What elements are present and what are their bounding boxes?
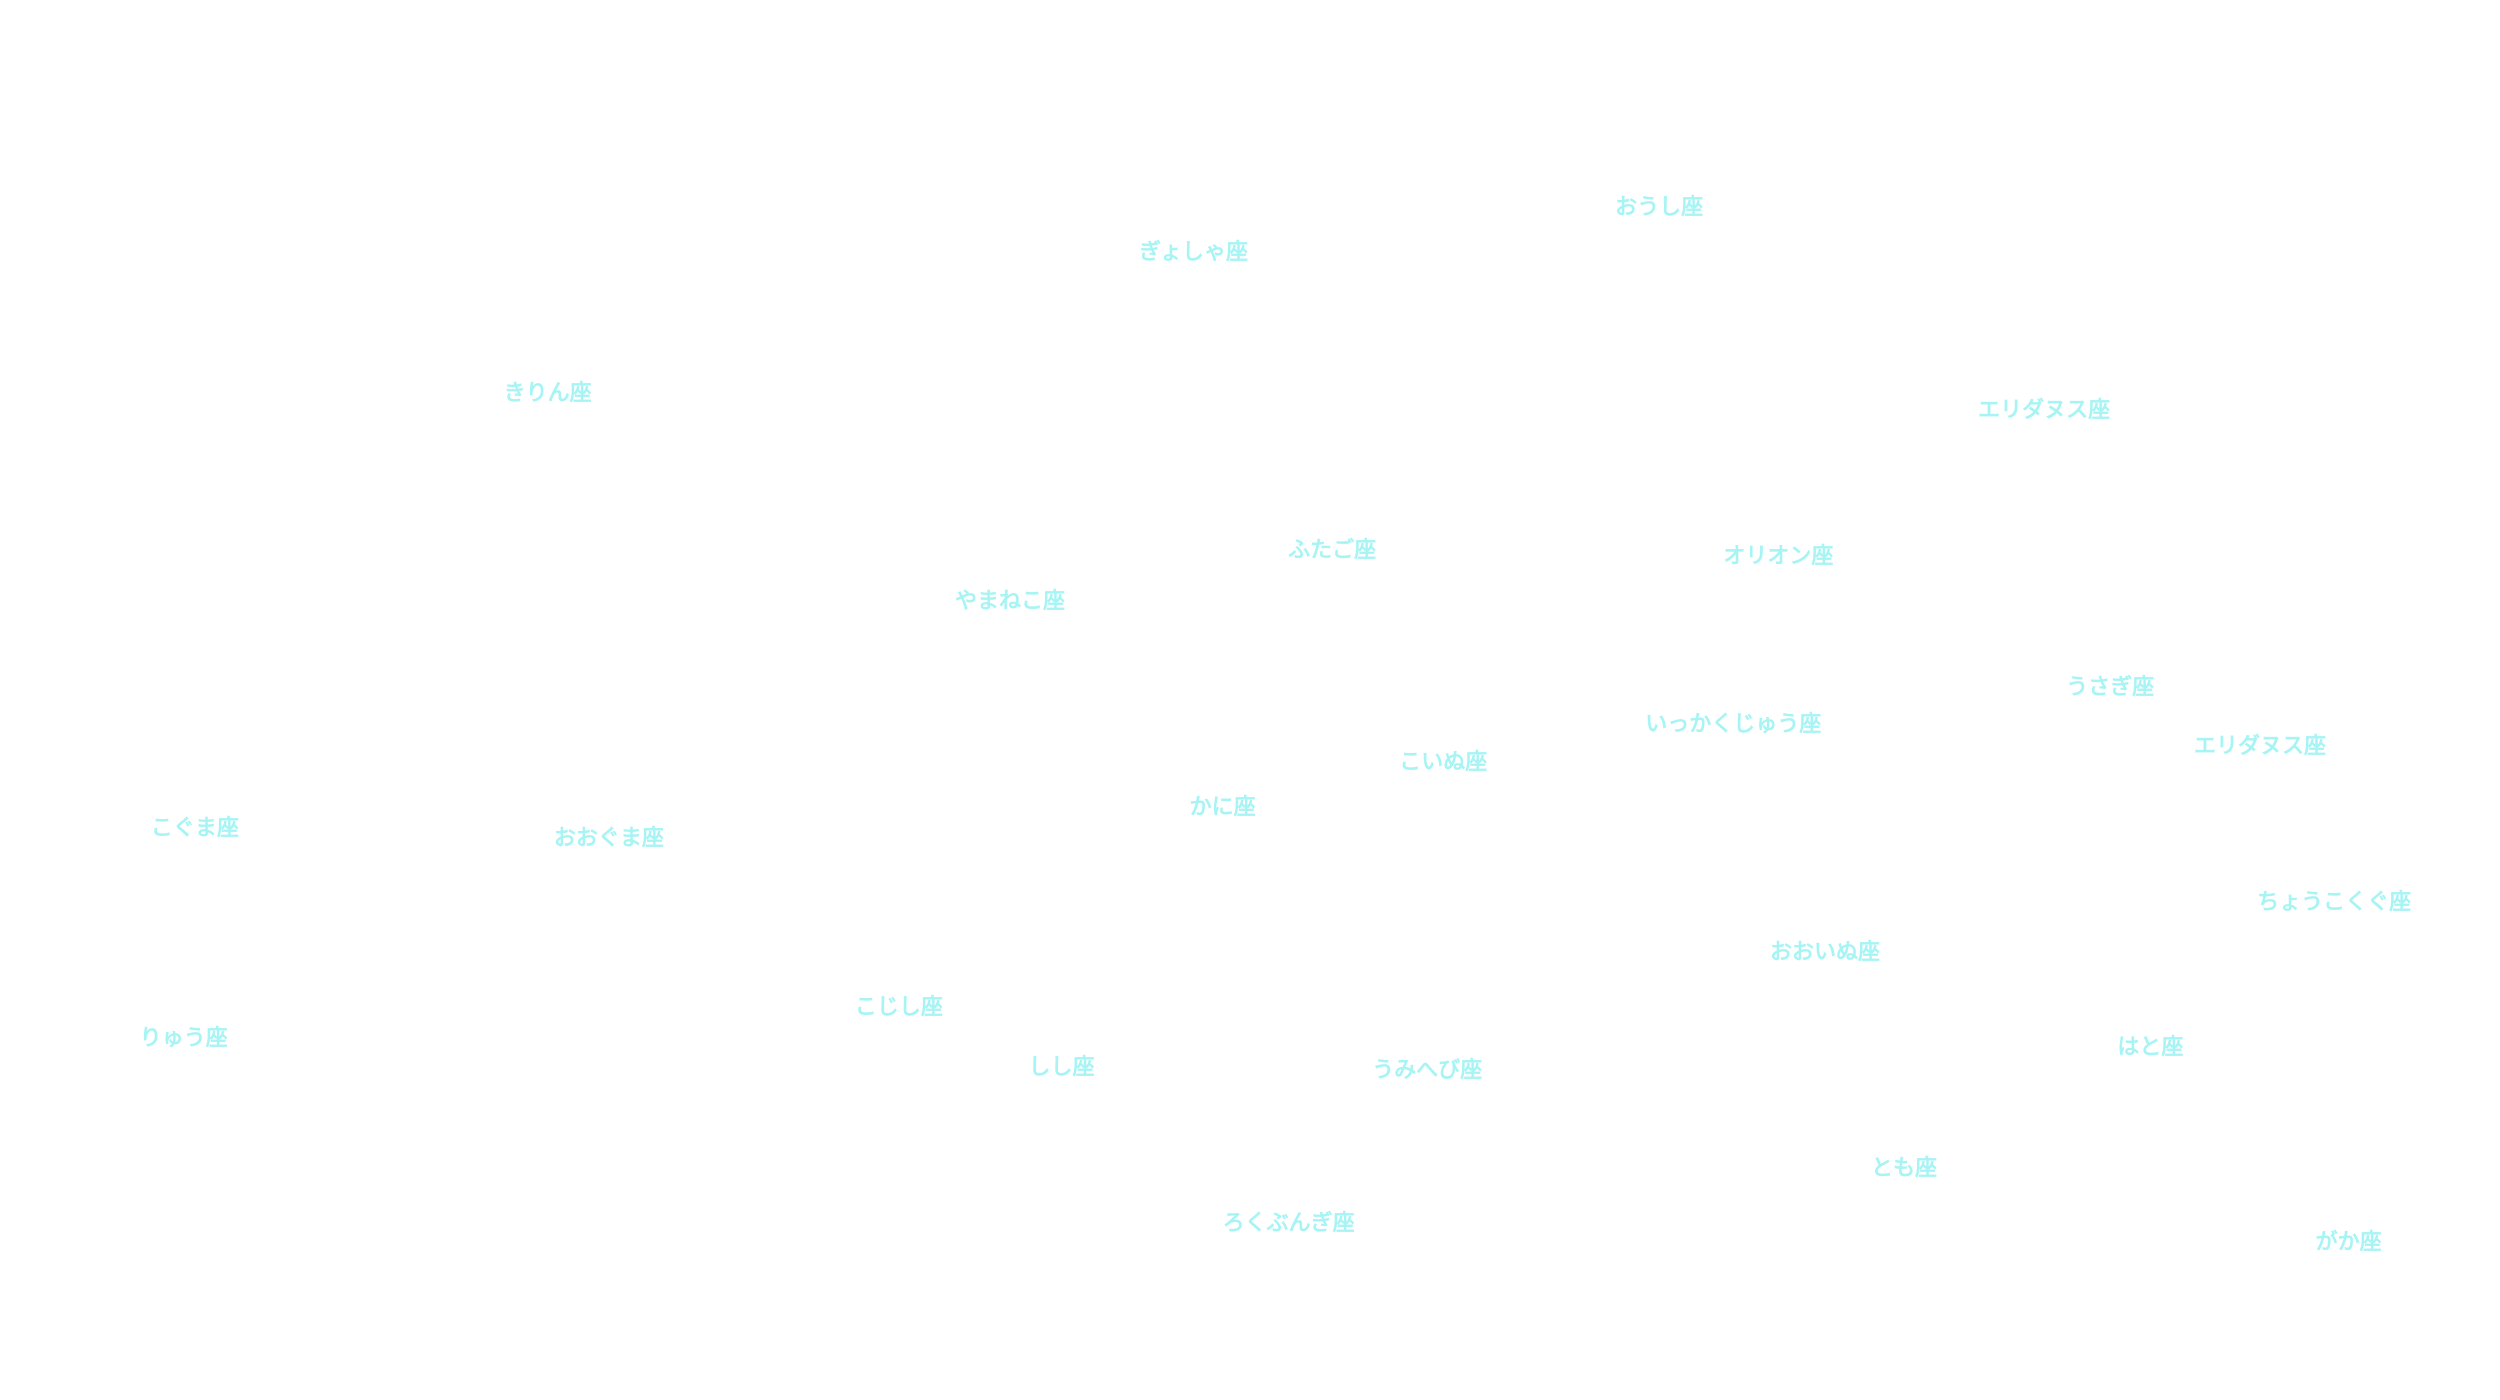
- constellation-label: ぎょしゃ座: [1139, 239, 1249, 265]
- constellation-label: はと座: [2117, 1035, 2184, 1061]
- constellation-label: りゅう座: [139, 1025, 228, 1051]
- constellation-label: きりん座: [503, 381, 592, 407]
- constellation-label: がか座: [2315, 1230, 2382, 1256]
- constellation-label: いっかくじゅう座: [1645, 711, 1822, 737]
- constellation-label: こぐま座: [150, 816, 239, 842]
- constellation-label: おうし座: [1615, 194, 1704, 220]
- constellation-label: ふたご座: [1288, 537, 1377, 563]
- constellation-label: エリダヌス座: [1978, 397, 2111, 423]
- constellation-label: おおいぬ座: [1770, 940, 1881, 966]
- constellation-label: おおぐま座: [553, 826, 664, 852]
- constellation-label: やまねこ座: [954, 589, 1065, 615]
- constellation-label: エリダヌス座: [2193, 734, 2326, 760]
- constellation-label: かに座: [1189, 795, 1256, 821]
- constellation-label: うみへび座: [1372, 1057, 1483, 1083]
- constellation-label: しし座: [1028, 1054, 1095, 1080]
- constellation-label: ろくぶんぎ座: [1222, 1211, 1355, 1236]
- constellation-label: こじし座: [854, 995, 943, 1021]
- constellation-label: うさぎ座: [2066, 674, 2155, 700]
- constellation-label: ちょうこくぐ座: [2257, 890, 2412, 916]
- constellation-label: こいぬ座: [1399, 750, 1488, 776]
- constellation-label: オリオン座: [1723, 544, 1834, 570]
- constellation-label: とも座: [1870, 1156, 1937, 1182]
